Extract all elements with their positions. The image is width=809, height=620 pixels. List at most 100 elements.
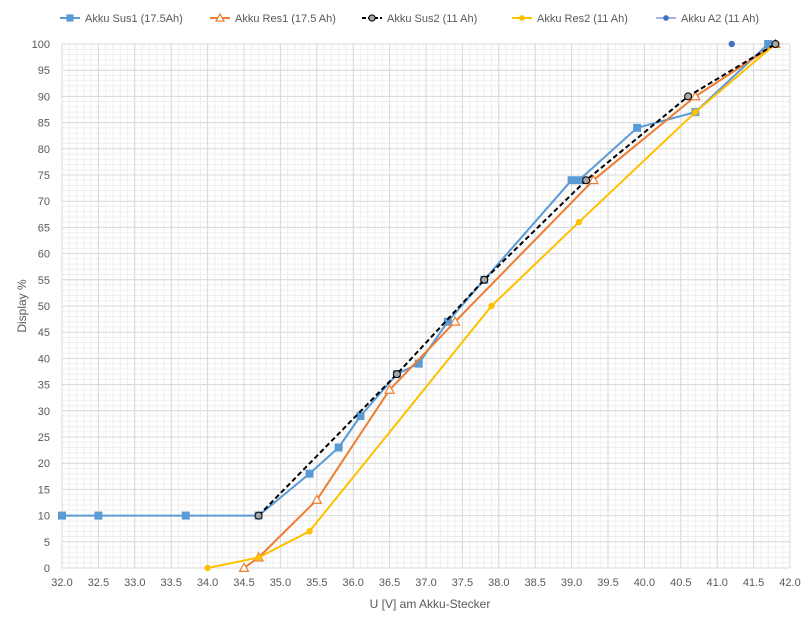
- data-point-square: [334, 443, 343, 452]
- y-tick-label: 75: [38, 170, 50, 182]
- data-point-circle: [392, 370, 401, 379]
- data-point-circle: [771, 40, 780, 48]
- x-tick-label: 35.5: [306, 577, 327, 589]
- data-point-square: [414, 359, 423, 368]
- y-tick-label: 20: [38, 458, 50, 470]
- x-tick-label: 34.5: [233, 577, 254, 589]
- y-tick-label: 60: [38, 249, 50, 261]
- x-tick-label: 36.5: [379, 577, 400, 589]
- data-point-square: [181, 511, 190, 520]
- data-point-circle: [255, 554, 262, 561]
- legend: Akku Sus1 (17.5Ah) Akku Res1 (17.5 Ah) Akk…: [60, 12, 759, 25]
- legend-item: Akku Sus2 (11 Ah): [362, 13, 477, 25]
- x-tick-label: 36.0: [342, 577, 363, 589]
- data-point-circle: [519, 15, 525, 21]
- legend-label: Akku Res2 (11 Ah): [537, 13, 628, 25]
- x-tick-label: 32.0: [51, 577, 72, 589]
- legend-item: Akku Sus1 (17.5Ah): [60, 13, 183, 25]
- data-point-triangle: [238, 562, 250, 572]
- y-tick-label: 15: [38, 484, 50, 496]
- data-point-triangle: [214, 12, 226, 22]
- x-tick-label: 38.5: [524, 577, 545, 589]
- data-point-circle: [684, 92, 693, 101]
- data-point-square: [443, 317, 452, 326]
- y-tick-label: 95: [38, 65, 50, 77]
- x-axis-title: U [V] am Akku-Stecker: [370, 597, 491, 611]
- data-point-square: [58, 511, 66, 520]
- x-tick-label: 38.0: [488, 577, 509, 589]
- x-tick-label: 33.0: [124, 577, 145, 589]
- series-1: [238, 38, 781, 572]
- data-point-triangle: [587, 174, 599, 185]
- y-tick-label: 0: [44, 563, 50, 575]
- legend-label: Akku Sus1 (17.5Ah): [85, 13, 183, 25]
- data-point-circle: [575, 218, 583, 226]
- data-point-square: [567, 176, 576, 185]
- data-point-square: [633, 123, 642, 132]
- series-line: [257, 43, 776, 517]
- data-point-square: [574, 176, 583, 185]
- major-gridlines: [61, 43, 791, 569]
- series-line: [62, 43, 769, 517]
- data-point-square: [305, 469, 314, 478]
- x-axis-tick-labels: 32.0 32.5 33.0 33.5 34.0 34.5 35.0 35.5 36.0 36.5…: [51, 577, 800, 589]
- legend-item: Akku A2 (11 Ah): [656, 13, 759, 25]
- data-point-triangle: [384, 384, 396, 394]
- series-2: [254, 40, 780, 520]
- data-point-circle: [582, 176, 591, 185]
- data-point-circle: [488, 302, 495, 310]
- data-point-circle: [254, 511, 263, 520]
- x-tick-label: 39.5: [597, 577, 618, 589]
- y-tick-label: 35: [38, 380, 50, 392]
- series-line: [243, 43, 776, 569]
- y-axis-title: Display %: [15, 279, 29, 333]
- y-tick-label: 80: [38, 144, 50, 156]
- y-tick-label: 65: [38, 222, 50, 234]
- data-point-triangle: [449, 316, 461, 326]
- y-tick-label: 50: [38, 301, 50, 313]
- y-tick-label: 45: [38, 327, 50, 339]
- data-point-circle: [480, 275, 489, 284]
- x-tick-label: 40.5: [670, 577, 691, 589]
- data-point-triangle: [311, 494, 323, 504]
- series-layer: [58, 38, 781, 572]
- y-tick-label: 90: [38, 91, 50, 103]
- x-tick-label: 41.0: [706, 577, 727, 589]
- x-tick-label: 41.5: [743, 577, 764, 589]
- x-tick-label: 39.0: [561, 577, 582, 589]
- x-tick-label: 35.0: [270, 577, 291, 589]
- data-point-circle: [663, 15, 669, 21]
- data-point-circle: [306, 528, 313, 535]
- x-tick-label: 32.5: [88, 577, 109, 589]
- legend-label: Akku A2 (11 Ah): [681, 13, 759, 25]
- legend-label: Akku Res1 (17.5 Ah): [235, 13, 336, 25]
- data-point-square: [94, 511, 103, 520]
- y-tick-label: 55: [38, 275, 50, 287]
- y-tick-label: 30: [38, 406, 50, 418]
- y-axis-tick-labels: 0 5 10 15 20 25 30 35 40 45 50 55 60 65 70 75 80 85 90 95 10…: [32, 39, 50, 575]
- data-point-square: [66, 14, 74, 22]
- data-point-circle: [692, 108, 699, 116]
- data-point-triangle: [689, 90, 701, 101]
- x-tick-label: 33.5: [160, 577, 181, 589]
- data-point-circle: [204, 564, 211, 572]
- data-point-square: [356, 412, 365, 421]
- y-tick-label: 5: [44, 537, 50, 549]
- y-tick-label: 100: [32, 39, 50, 51]
- x-tick-label: 42.0: [779, 577, 800, 589]
- legend-label: Akku Sus2 (11 Ah): [387, 13, 477, 25]
- data-point-circle: [368, 14, 376, 22]
- legend-item: Akku Res1 (17.5 Ah): [210, 12, 336, 25]
- data-point-circle: [728, 40, 735, 48]
- series-4: [728, 40, 735, 48]
- x-tick-label: 40.0: [634, 577, 655, 589]
- x-tick-label: 34.0: [197, 577, 218, 589]
- y-tick-label: 70: [38, 196, 50, 208]
- y-tick-label: 40: [38, 353, 50, 365]
- y-tick-label: 25: [38, 432, 50, 444]
- legend-item: Akku Res2 (11 Ah): [512, 13, 628, 25]
- x-tick-label: 37.0: [415, 577, 436, 589]
- data-point-square: [764, 40, 773, 48]
- y-tick-label: 10: [38, 511, 50, 523]
